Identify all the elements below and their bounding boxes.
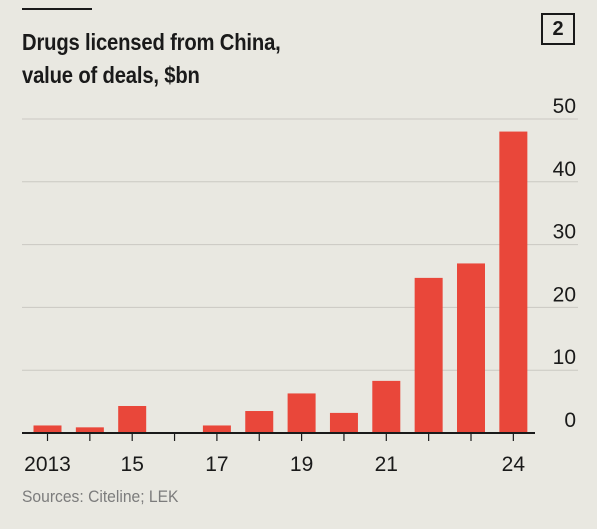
- axis-layer: [22, 432, 535, 441]
- figure-number-badge: 2: [541, 13, 575, 45]
- top-accent-rule: [22, 8, 92, 10]
- source-note: Sources: Citeline; LEK: [22, 487, 179, 506]
- bar-2024: [499, 131, 528, 433]
- y-tick-label-20: 20: [553, 283, 576, 306]
- bar-2022: [414, 277, 443, 433]
- x-tick-label-21: 21: [375, 453, 398, 476]
- x-tick-label-19: 19: [290, 453, 313, 476]
- bar-2015: [118, 405, 147, 433]
- bar-2014: [75, 427, 104, 433]
- x-tick-label-15: 15: [121, 453, 144, 476]
- bars-layer: [33, 131, 528, 433]
- x-tick-label-24: 24: [502, 453, 526, 476]
- chart-title: Drugs licensed from China, value of deal…: [22, 26, 281, 92]
- y-tick-label-50: 50: [553, 95, 576, 118]
- chart-title-line-1: Drugs licensed from China,: [22, 29, 281, 55]
- grid-layer: [22, 118, 578, 371]
- chart-title-line-2: value of deals, $bn: [22, 62, 200, 88]
- x-tick-label-17: 17: [205, 453, 228, 476]
- bar-2023: [457, 263, 485, 433]
- y-tick-label-30: 30: [553, 221, 576, 244]
- bar-2017: [202, 425, 231, 433]
- bar-2013: [33, 425, 62, 433]
- bar-2021: [372, 380, 401, 433]
- y-tick-label-0: 0: [564, 409, 576, 432]
- y-tick-label-10: 10: [553, 346, 576, 369]
- bar-2019: [287, 393, 316, 433]
- y-tick-label-40: 40: [553, 158, 576, 181]
- x-tick-label-2013: 2013: [24, 453, 71, 476]
- bar-2020: [329, 412, 358, 433]
- bar-2018: [245, 411, 274, 433]
- y-tick-labels: 0 10 20 30 40 50: [553, 95, 576, 432]
- x-tick-labels: 2013 15 17 19 21 24: [24, 453, 525, 476]
